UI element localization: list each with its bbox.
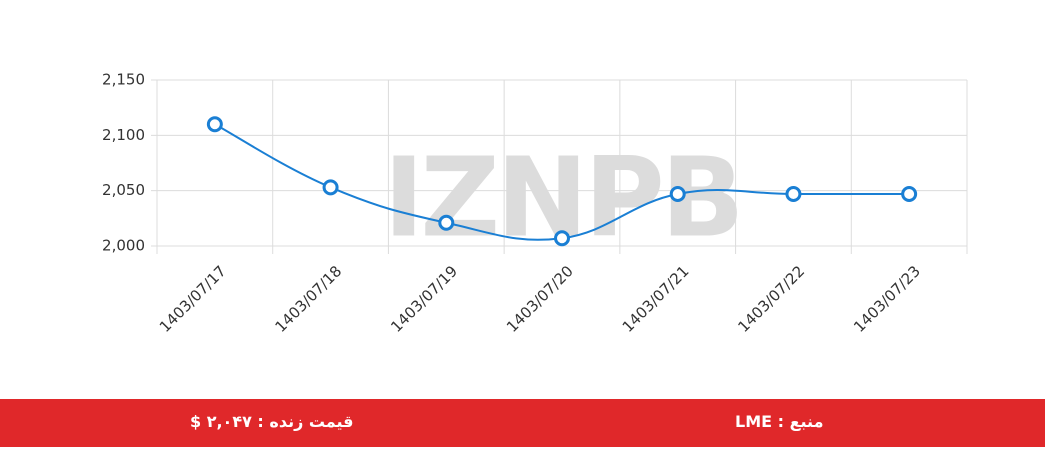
x-tick-label: 1403/07/17 [156, 262, 230, 336]
point [669, 185, 686, 202]
y-tick-label: 2,050 [102, 181, 145, 199]
footer-bar: قیمت زنده : ۲,۰۴۷ $ منبع : LME [0, 399, 1045, 447]
live-price: قیمت زنده : ۲,۰۴۷ $ [190, 412, 354, 431]
x-tick-label: 1403/07/23 [850, 262, 924, 336]
source: منبع : LME [735, 412, 824, 431]
y-tick-label: 2,100 [102, 126, 145, 144]
y-tick-label: 2,000 [102, 237, 145, 255]
y-tick-label: 2,150 [102, 71, 145, 89]
x-tick-label: 1403/07/18 [272, 262, 346, 336]
x-tick-label: 1403/07/20 [503, 262, 577, 336]
point [554, 230, 570, 247]
point [206, 116, 223, 133]
x-tick-label: 1403/07/21 [619, 262, 693, 336]
x-tick-label: 1403/07/22 [734, 262, 808, 336]
point [438, 214, 455, 231]
point [901, 185, 918, 202]
x-tick-label: 1403/07/19 [387, 262, 461, 336]
point [785, 185, 802, 202]
point [322, 179, 339, 196]
